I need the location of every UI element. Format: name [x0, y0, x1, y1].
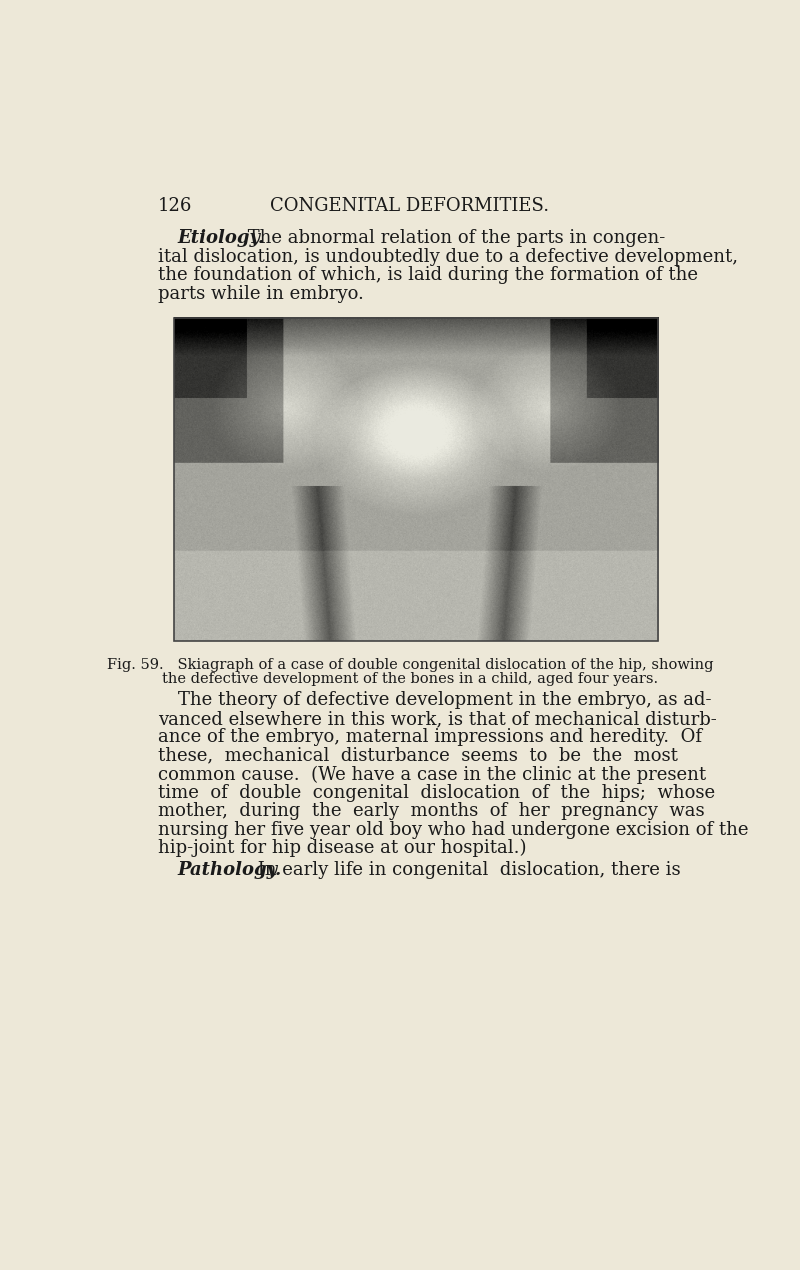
Text: hip-joint for hip disease at our hospital.): hip-joint for hip disease at our hospita…	[158, 839, 526, 857]
Text: the defective development of the bones in a child, aged four years.: the defective development of the bones i…	[162, 672, 658, 686]
Text: time  of  double  congenital  dislocation  of  the  hips;  whose: time of double congenital dislocation of…	[158, 784, 715, 801]
Text: parts while in embryo.: parts while in embryo.	[158, 284, 364, 302]
Text: the foundation of which, is laid during the formation of the: the foundation of which, is laid during …	[158, 267, 698, 284]
Text: common cause.  (We have a case in the clinic at the present: common cause. (We have a case in the cli…	[158, 766, 706, 784]
Text: The theory of defective development in the embryo, as ad-: The theory of defective development in t…	[178, 691, 711, 710]
Bar	[174, 318, 658, 641]
Text: vanced elsewhere in this work, is that of mechanical disturb-: vanced elsewhere in this work, is that o…	[158, 710, 717, 728]
Text: Etiology.: Etiology.	[178, 230, 265, 248]
Text: ital dislocation, is undoubtedly due to a defective development,: ital dislocation, is undoubtedly due to …	[158, 248, 738, 265]
Text: CONGENITAL DEFORMITIES.: CONGENITAL DEFORMITIES.	[270, 197, 550, 215]
Text: In early life in congenital  dislocation, there is: In early life in congenital dislocation,…	[252, 861, 681, 879]
Text: 126: 126	[158, 197, 193, 215]
Text: nursing her five year old boy who had undergone excision of the: nursing her five year old boy who had un…	[158, 820, 749, 838]
Text: The abnormal relation of the parts in congen-: The abnormal relation of the parts in co…	[242, 230, 665, 248]
Text: these,  mechanical  disturbance  seems  to  be  the  most: these, mechanical disturbance seems to b…	[158, 747, 678, 765]
Text: mother,  during  the  early  months  of  her  pregnancy  was: mother, during the early months of her p…	[158, 803, 705, 820]
Text: ance of the embryo, maternal impressions and heredity.  Of: ance of the embryo, maternal impressions…	[158, 729, 702, 747]
Text: Fig. 59.   Skiagraph of a case of double congenital dislocation of the hip, show: Fig. 59. Skiagraph of a case of double c…	[106, 658, 714, 672]
Text: Pathology.: Pathology.	[178, 861, 282, 879]
